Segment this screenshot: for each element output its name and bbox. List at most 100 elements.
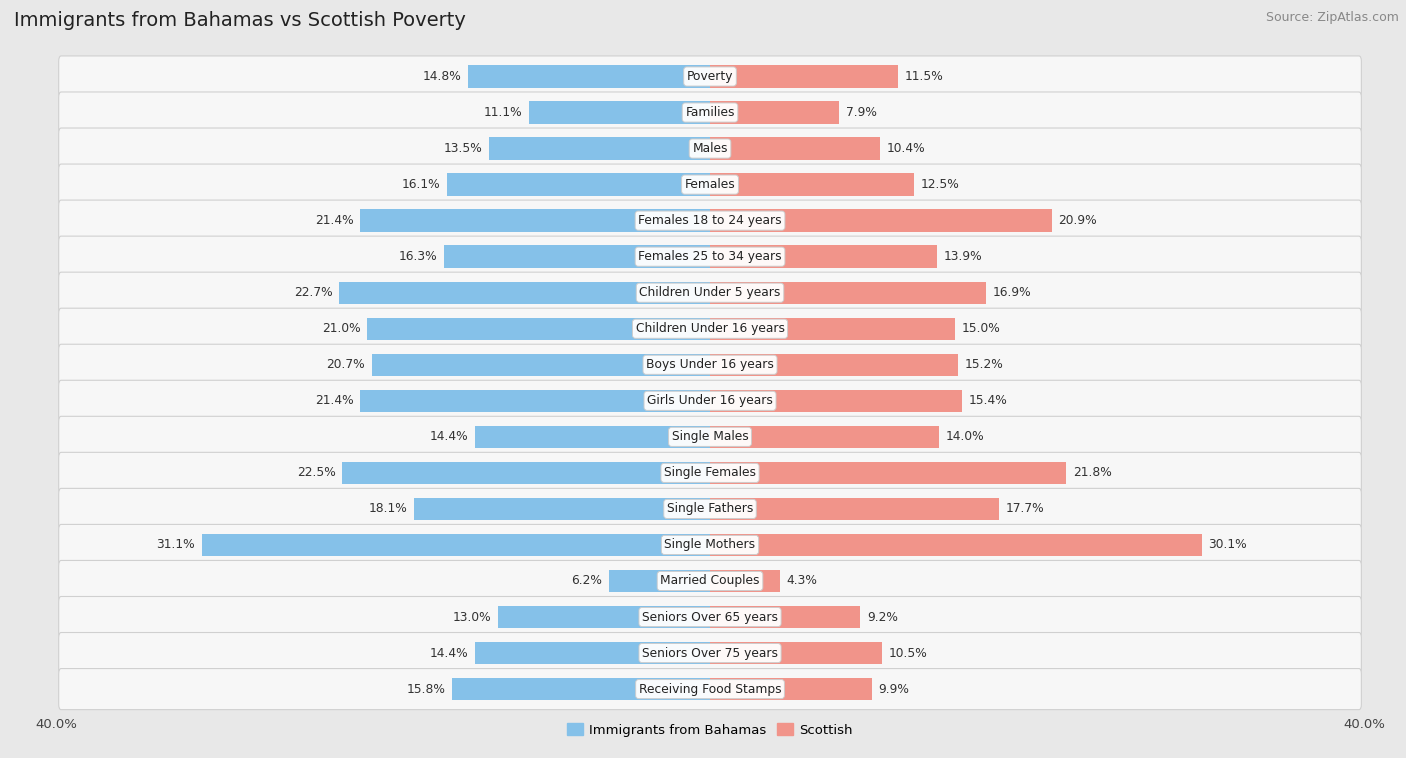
Text: 11.1%: 11.1% (484, 106, 522, 119)
Text: 20.7%: 20.7% (326, 359, 366, 371)
Bar (710, 390, 962, 412)
Text: 16.1%: 16.1% (402, 178, 440, 191)
Bar (371, 353, 710, 376)
Text: Children Under 5 years: Children Under 5 years (640, 287, 780, 299)
Text: 14.4%: 14.4% (429, 647, 468, 659)
Bar (710, 462, 1066, 484)
Text: Females: Females (685, 178, 735, 191)
FancyBboxPatch shape (59, 669, 1361, 709)
FancyBboxPatch shape (59, 56, 1361, 97)
Text: 21.4%: 21.4% (315, 394, 354, 407)
Text: 15.0%: 15.0% (962, 322, 1001, 335)
Text: 20.9%: 20.9% (1059, 214, 1097, 227)
Text: 21.4%: 21.4% (315, 214, 354, 227)
Text: Immigrants from Bahamas vs Scottish Poverty: Immigrants from Bahamas vs Scottish Pove… (14, 11, 465, 30)
Bar (710, 498, 1000, 520)
Text: 22.7%: 22.7% (294, 287, 332, 299)
FancyBboxPatch shape (59, 525, 1361, 565)
Text: 22.5%: 22.5% (297, 466, 336, 479)
Text: 15.2%: 15.2% (965, 359, 1004, 371)
FancyBboxPatch shape (59, 272, 1361, 313)
Text: Females 25 to 34 years: Females 25 to 34 years (638, 250, 782, 263)
Bar (529, 102, 710, 124)
Text: 21.0%: 21.0% (322, 322, 360, 335)
FancyBboxPatch shape (59, 344, 1361, 385)
Text: Married Couples: Married Couples (661, 575, 759, 587)
Text: 13.9%: 13.9% (943, 250, 983, 263)
Text: Single Mothers: Single Mothers (665, 538, 755, 552)
FancyBboxPatch shape (59, 453, 1361, 493)
Bar (339, 281, 710, 304)
Text: 17.7%: 17.7% (1005, 503, 1045, 515)
FancyBboxPatch shape (59, 236, 1361, 277)
FancyBboxPatch shape (59, 560, 1361, 602)
Text: 11.5%: 11.5% (904, 70, 943, 83)
Text: 21.8%: 21.8% (1073, 466, 1112, 479)
Bar (489, 137, 710, 160)
Bar (710, 534, 1202, 556)
Text: Seniors Over 75 years: Seniors Over 75 years (643, 647, 778, 659)
Bar (360, 209, 710, 232)
FancyBboxPatch shape (59, 597, 1361, 637)
Bar (710, 426, 939, 448)
FancyBboxPatch shape (59, 488, 1361, 529)
Bar (710, 102, 839, 124)
FancyBboxPatch shape (59, 416, 1361, 457)
FancyBboxPatch shape (59, 309, 1361, 349)
Bar (710, 281, 986, 304)
Text: 12.5%: 12.5% (921, 178, 960, 191)
Bar (710, 642, 882, 664)
Text: 13.5%: 13.5% (444, 142, 482, 155)
Bar (444, 246, 710, 268)
Text: Boys Under 16 years: Boys Under 16 years (647, 359, 773, 371)
Bar (710, 246, 938, 268)
Text: 4.3%: 4.3% (787, 575, 818, 587)
FancyBboxPatch shape (59, 92, 1361, 133)
Text: Males: Males (692, 142, 728, 155)
Text: 13.0%: 13.0% (453, 610, 491, 624)
Bar (710, 174, 914, 196)
Text: 15.4%: 15.4% (969, 394, 1007, 407)
Text: 14.0%: 14.0% (945, 431, 984, 443)
Text: 15.8%: 15.8% (406, 683, 446, 696)
Text: 10.5%: 10.5% (889, 647, 927, 659)
Text: Receiving Food Stamps: Receiving Food Stamps (638, 683, 782, 696)
Text: 16.9%: 16.9% (993, 287, 1032, 299)
Text: Single Males: Single Males (672, 431, 748, 443)
Bar (710, 570, 780, 592)
Text: Poverty: Poverty (686, 70, 734, 83)
Bar (342, 462, 710, 484)
Text: 6.2%: 6.2% (571, 575, 602, 587)
Text: Females 18 to 24 years: Females 18 to 24 years (638, 214, 782, 227)
Text: 10.4%: 10.4% (887, 142, 925, 155)
Bar (475, 642, 710, 664)
Text: 14.4%: 14.4% (429, 431, 468, 443)
Bar (710, 678, 872, 700)
Text: 16.3%: 16.3% (398, 250, 437, 263)
Text: Girls Under 16 years: Girls Under 16 years (647, 394, 773, 407)
Text: Single Fathers: Single Fathers (666, 503, 754, 515)
Text: 7.9%: 7.9% (845, 106, 876, 119)
Bar (710, 65, 898, 88)
Text: Families: Families (685, 106, 735, 119)
Bar (451, 678, 710, 700)
FancyBboxPatch shape (59, 164, 1361, 205)
Bar (360, 390, 710, 412)
Bar (447, 174, 710, 196)
Bar (475, 426, 710, 448)
FancyBboxPatch shape (59, 381, 1361, 421)
Legend: Immigrants from Bahamas, Scottish: Immigrants from Bahamas, Scottish (561, 719, 859, 742)
Text: Source: ZipAtlas.com: Source: ZipAtlas.com (1265, 11, 1399, 24)
Text: 31.1%: 31.1% (156, 538, 195, 552)
Text: 18.1%: 18.1% (368, 503, 408, 515)
Bar (201, 534, 710, 556)
FancyBboxPatch shape (59, 200, 1361, 241)
Bar (710, 209, 1052, 232)
Bar (415, 498, 710, 520)
Bar (498, 606, 710, 628)
Text: 14.8%: 14.8% (423, 70, 461, 83)
Text: Seniors Over 65 years: Seniors Over 65 years (643, 610, 778, 624)
Bar (710, 353, 959, 376)
Text: Single Females: Single Females (664, 466, 756, 479)
Text: 9.9%: 9.9% (879, 683, 910, 696)
